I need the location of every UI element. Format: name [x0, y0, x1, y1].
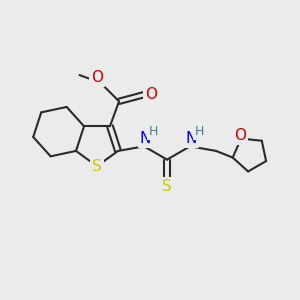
Text: O: O	[145, 87, 157, 102]
Text: N: N	[140, 130, 151, 146]
Text: O: O	[92, 70, 104, 85]
Text: N: N	[186, 130, 197, 146]
Text: H: H	[149, 124, 158, 137]
Text: H: H	[195, 124, 204, 137]
Text: S: S	[92, 159, 102, 174]
Text: O: O	[234, 128, 246, 143]
Text: S: S	[162, 179, 172, 194]
